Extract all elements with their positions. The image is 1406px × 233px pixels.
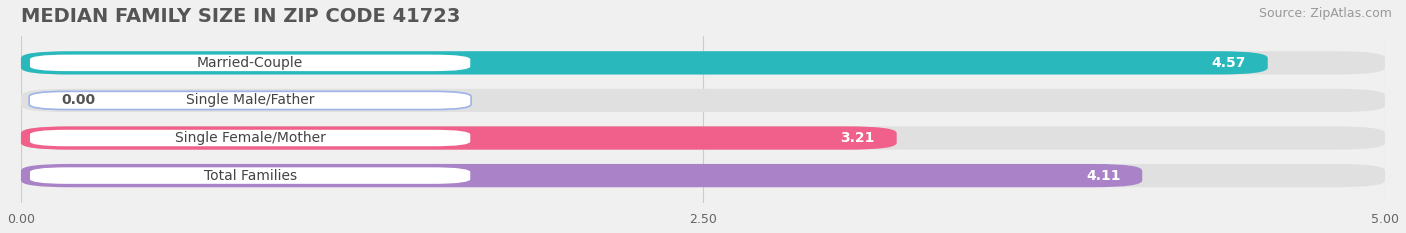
FancyBboxPatch shape: [30, 91, 471, 110]
FancyBboxPatch shape: [21, 51, 1385, 75]
Text: 4.57: 4.57: [1212, 56, 1246, 70]
FancyBboxPatch shape: [21, 51, 1268, 75]
FancyBboxPatch shape: [21, 126, 1385, 150]
Text: Single Male/Father: Single Male/Father: [186, 93, 315, 107]
Text: Total Families: Total Families: [204, 169, 297, 183]
Text: Source: ZipAtlas.com: Source: ZipAtlas.com: [1258, 7, 1392, 20]
FancyBboxPatch shape: [21, 126, 897, 150]
Text: Married-Couple: Married-Couple: [197, 56, 304, 70]
Text: 0.00: 0.00: [62, 93, 96, 107]
Text: 4.11: 4.11: [1085, 169, 1121, 183]
FancyBboxPatch shape: [30, 167, 471, 185]
FancyBboxPatch shape: [30, 129, 471, 147]
FancyBboxPatch shape: [21, 164, 1385, 187]
FancyBboxPatch shape: [21, 164, 1142, 187]
Text: 3.21: 3.21: [841, 131, 875, 145]
FancyBboxPatch shape: [21, 89, 1385, 112]
Text: Single Female/Mother: Single Female/Mother: [174, 131, 326, 145]
Text: MEDIAN FAMILY SIZE IN ZIP CODE 41723: MEDIAN FAMILY SIZE IN ZIP CODE 41723: [21, 7, 460, 26]
FancyBboxPatch shape: [30, 54, 471, 72]
